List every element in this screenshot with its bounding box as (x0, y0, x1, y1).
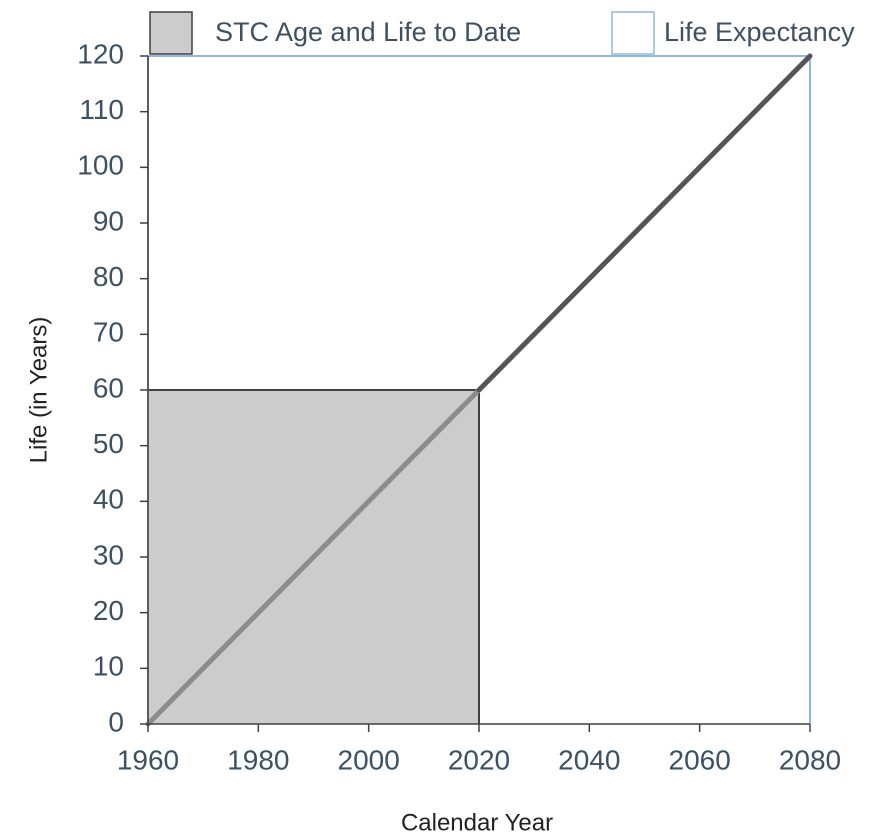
y-tick-label: 90 (93, 205, 124, 236)
y-tick-label: 50 (93, 428, 124, 459)
y-tick-label: 40 (93, 484, 124, 515)
line (145, 387, 482, 727)
y-tick-label: 120 (77, 38, 124, 69)
x-axis-title: Calendar Year (401, 809, 553, 836)
x-tick-label: 1980 (227, 744, 289, 775)
y-tick-label: 0 (108, 706, 124, 737)
y-tick-label: 80 (93, 261, 124, 292)
y-tick-label: 60 (93, 372, 124, 403)
y-tick-label: 10 (93, 651, 124, 682)
y-tick-label: 100 (77, 150, 124, 181)
x-tick-label: 2080 (779, 744, 841, 775)
y-tick-label: 110 (79, 94, 124, 125)
legend-label: Life Expectancy (664, 17, 855, 47)
line (476, 53, 813, 393)
y-tick-label: 20 (93, 595, 124, 626)
x-tick-label: 2000 (338, 744, 400, 775)
y-tick-label: 30 (93, 539, 124, 570)
x-tick-label: 2020 (448, 744, 510, 775)
x-tick-label: 2060 (669, 744, 731, 775)
y-axis-title: Life (in Years) (25, 317, 52, 464)
legend-swatch (611, 11, 655, 55)
legend-label: STC Age and Life to Date (215, 17, 521, 47)
y-tick-label: 70 (93, 317, 124, 348)
x-tick-label: 2040 (558, 744, 620, 775)
x-tick-label: 1960 (117, 744, 179, 775)
legend-swatch (149, 11, 193, 55)
